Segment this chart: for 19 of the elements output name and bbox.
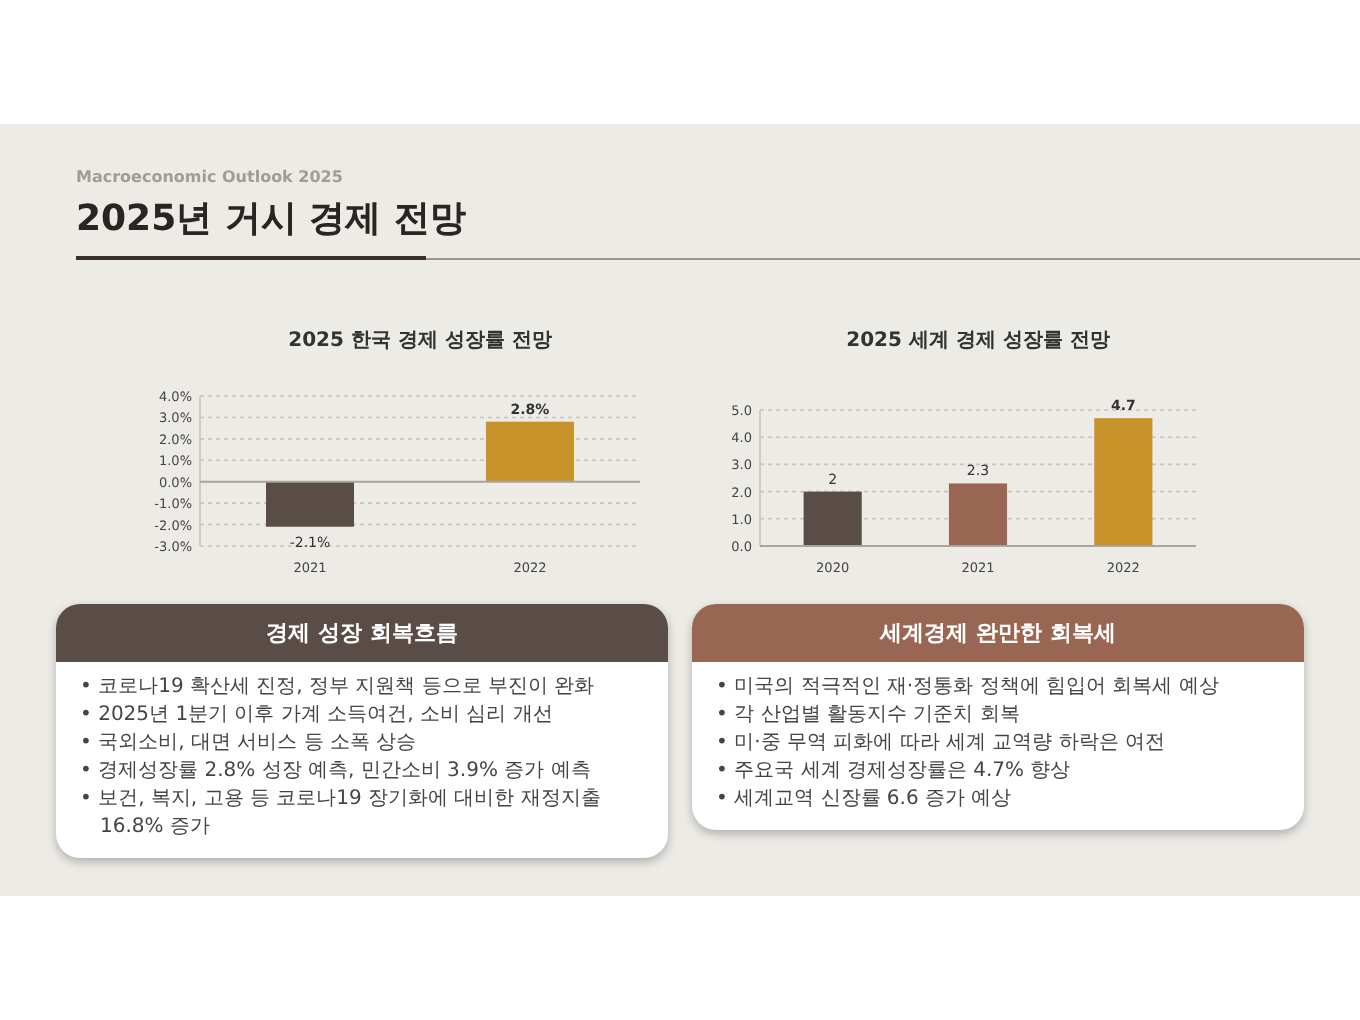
text: 세계경제 완만한 회복세 xyxy=(692,604,1304,662)
text: • 주요국 세계 경제성장률은 4.7% 향상 xyxy=(716,758,1073,786)
bar xyxy=(948,483,1008,546)
text: 2025년 거시 경제 전망 xyxy=(76,196,468,242)
text: • 세계교역 신장률 6.6 증가 예상 xyxy=(716,786,1014,814)
bar xyxy=(1094,418,1153,546)
text: • 미·중 무역 피화에 따라 세계 교역량 하락은 여전 xyxy=(716,730,1168,758)
text: • 2025년 1분기 이후 가계 소득여건, 소비 심리 개선 xyxy=(80,702,555,730)
text: 경제 성장 회복흐름 xyxy=(56,604,668,662)
text: • 보건, 복지, 고용 등 코로나19 장기화에 대비한 재정지출 16.8% 증가 xyxy=(80,786,603,842)
chart-title: 2025 세계 경제 성장률 전망 xyxy=(846,330,1110,352)
text: • 각 산업별 활동지수 기준치 회복 xyxy=(716,702,1022,730)
chart-title: 2025 한국 경제 성장률 전망 xyxy=(288,330,552,352)
text: Macroeconomic Outlook 2025 xyxy=(76,168,345,186)
text: • 코로나19 확산세 진정, 정부 지원책 등으로 부진이 완화 xyxy=(80,674,597,702)
text: • 미국의 적극적인 재·정통화 정책에 힘입어 회복세 예상 xyxy=(716,674,1221,702)
bar xyxy=(803,491,862,546)
text: • 경제성장률 2.8% 성장 예측, 민간소비 3.9% 증가 예측 xyxy=(80,758,593,786)
text: • 국외소비, 대면 서비스 등 소폭 상승 xyxy=(80,730,419,758)
